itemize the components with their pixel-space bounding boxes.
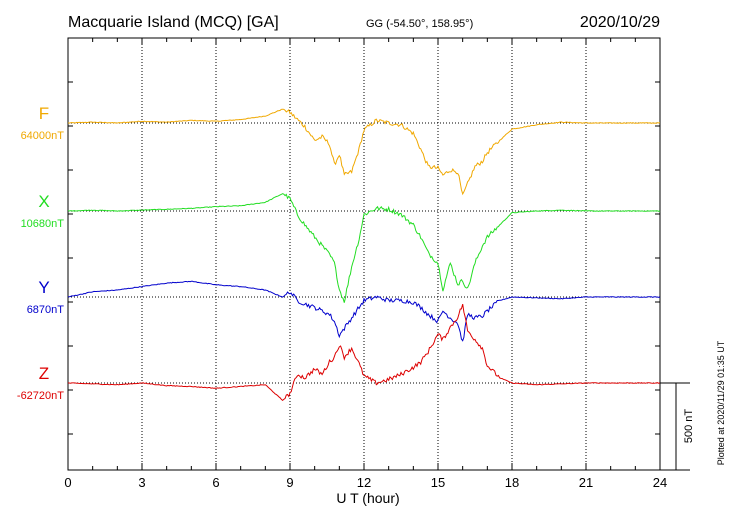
- grid-lines: [141, 38, 587, 470]
- baseline-value-x: 10680nT: [21, 218, 65, 230]
- component-label-x: X: [38, 192, 49, 211]
- component-label-y: Y: [38, 278, 49, 297]
- series-traces: [67, 108, 661, 402]
- component-label-z: Z: [39, 364, 49, 383]
- x-tick-label: 18: [505, 475, 519, 490]
- x-tick-label: 3: [138, 475, 145, 490]
- baseline-value-z: -62720nT: [17, 390, 64, 402]
- series-labels: F 64000nT X 10680nT Y 6870nT Z -62720nT: [17, 104, 64, 402]
- plotted-at-label: Plotted at 2020/11/29 01:35 UT: [716, 340, 726, 465]
- x-tick-label: 24: [653, 475, 667, 490]
- station-title: Macquarie Island (MCQ) [GA]: [68, 14, 279, 31]
- trace-f: [67, 108, 661, 196]
- scale-bar: 500 nT: [660, 382, 695, 471]
- baseline-value-f: 64000nT: [21, 130, 65, 142]
- trace-y: [67, 280, 661, 342]
- x-tick-label: 0: [64, 475, 71, 490]
- coordinates-label: GG (-54.50°, 158.95°): [366, 18, 473, 30]
- trace-x: [67, 193, 661, 303]
- component-label-f: F: [39, 104, 49, 123]
- trace-z: [67, 303, 661, 402]
- x-tick-label: 15: [431, 475, 445, 490]
- scale-bar-label: 500 nT: [683, 409, 695, 444]
- date-label: 2020/10/29: [580, 14, 660, 31]
- x-tick-label: 6: [212, 475, 219, 490]
- x-tick-label: 21: [579, 475, 593, 490]
- x-axis-label: U T (hour): [336, 490, 399, 506]
- x-tick-label: 9: [286, 475, 293, 490]
- baseline-value-y: 6870nT: [27, 304, 65, 316]
- x-tick-labels: 0 3 6 9 12 15 18 21 24: [64, 475, 667, 490]
- x-tick-label: 12: [357, 475, 371, 490]
- axis-ticks: [67, 38, 661, 470]
